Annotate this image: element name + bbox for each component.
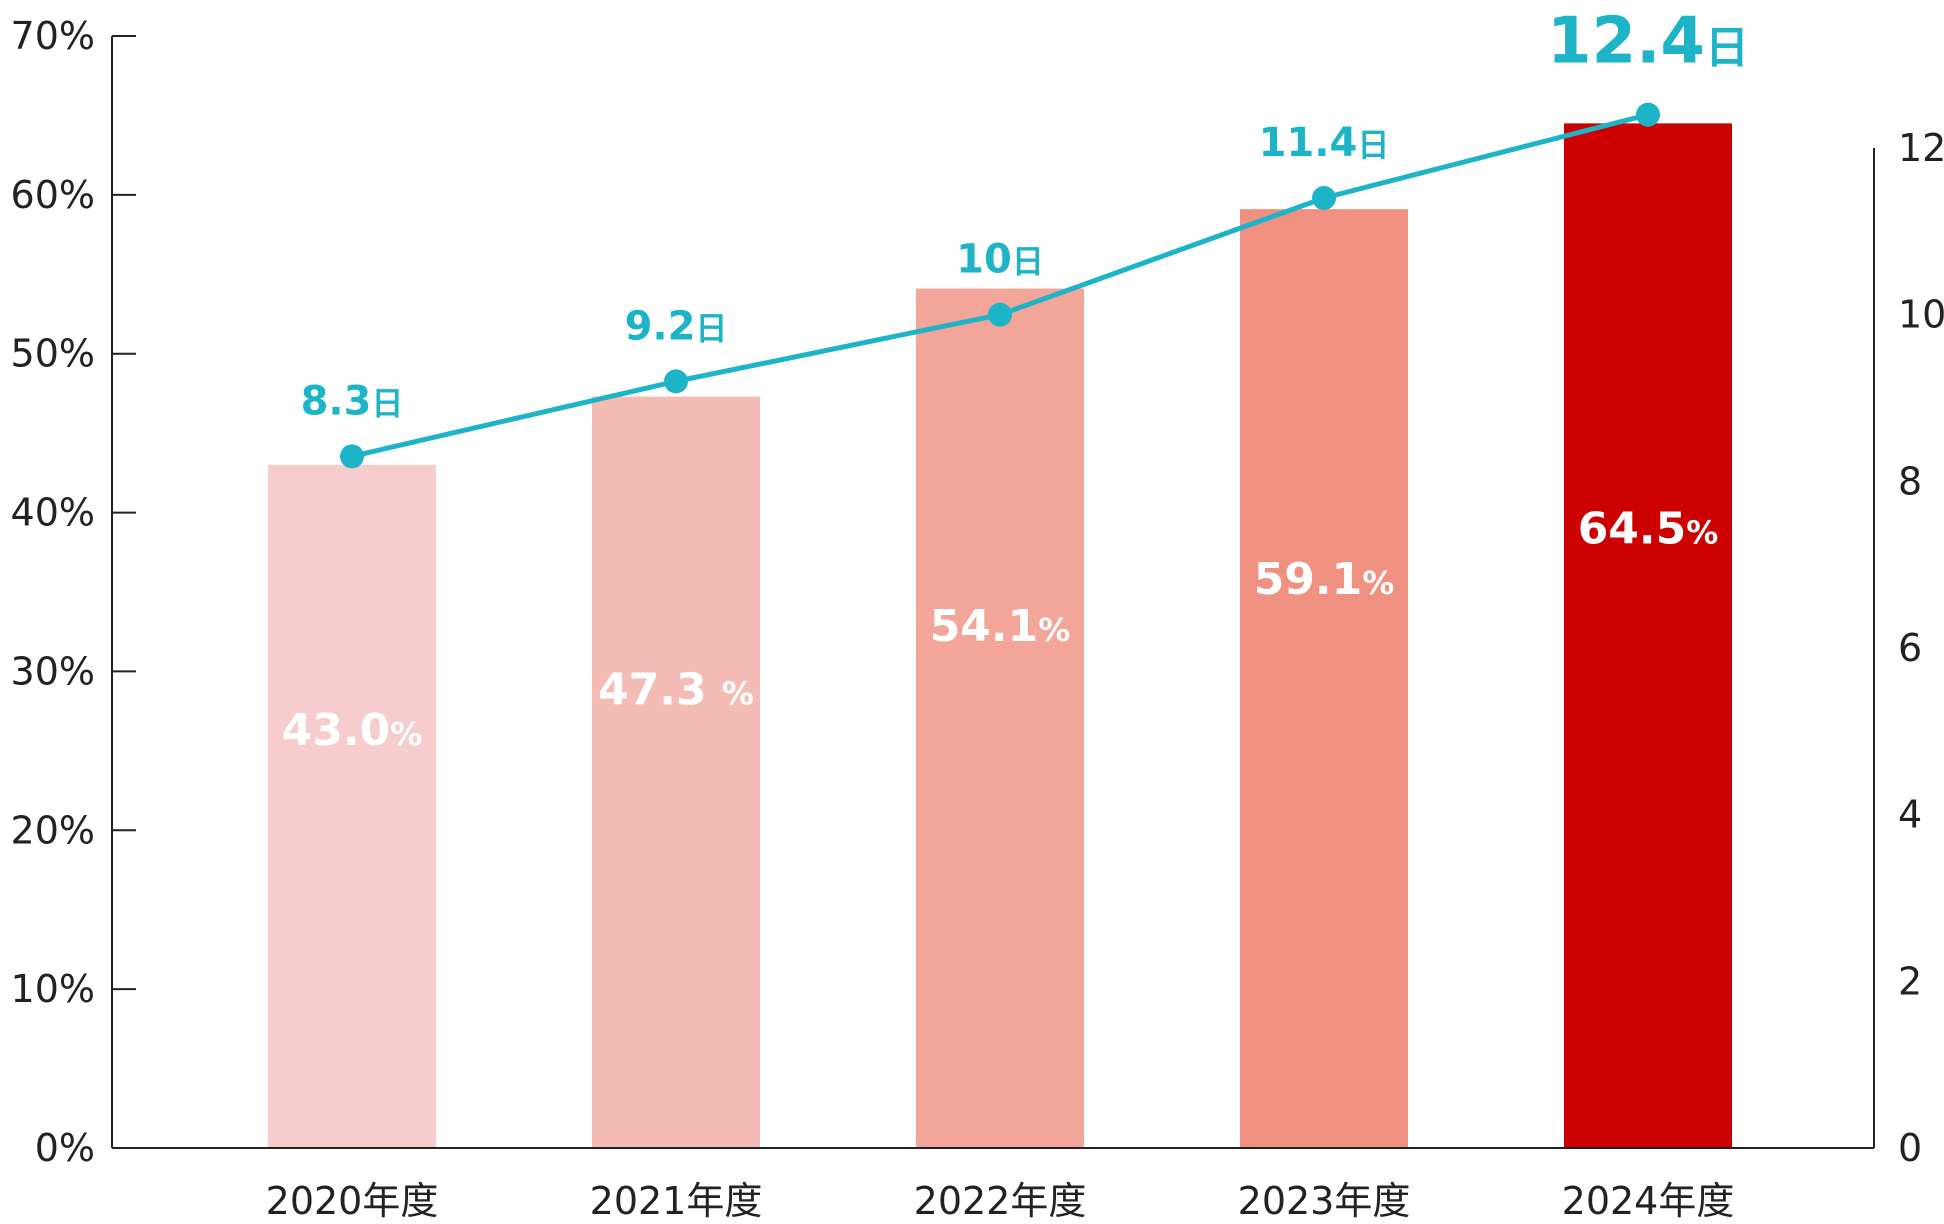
bar-value-number: 54.1	[930, 601, 1039, 652]
line-point	[340, 444, 364, 469]
line-value-number: 8.3	[301, 378, 372, 424]
bar	[1240, 209, 1408, 1148]
line-value-number: 10	[956, 237, 1012, 283]
right-axis-tick-label: 4	[1898, 793, 1922, 837]
line-value-number: 11.4	[1259, 120, 1358, 166]
left-axis: 0% 10% 20% 30% 40% 50% 60% 70%	[11, 14, 136, 1170]
line-value-label: 11.4日	[1259, 120, 1390, 166]
bar-value-number: 43.0	[282, 705, 391, 756]
x-axis-category-label: 2023年度	[1238, 1179, 1411, 1223]
bar-value-unit: %	[722, 675, 754, 713]
line-point	[1312, 186, 1336, 210]
bar-value-unit: %	[1686, 513, 1718, 551]
line-point	[1636, 102, 1660, 127]
line-value-unit: 日	[1357, 126, 1389, 164]
right-axis-tick-label: 10	[1898, 293, 1944, 337]
right-axis: 0 2 4 6 8 10 12	[1873, 126, 1944, 1170]
bar-value-unit: %	[1362, 564, 1394, 602]
x-axis-category-label: 2022年度	[914, 1179, 1087, 1223]
x-axis-category-label: 2021年度	[590, 1179, 763, 1223]
left-axis-tick-label: 50%	[11, 332, 95, 376]
left-axis-tick-label: 60%	[11, 173, 95, 217]
x-axis-category-label: 2020年度	[266, 1179, 439, 1223]
bar-value-label: 54.1%	[930, 601, 1071, 652]
line-value-label: 12.4日	[1547, 5, 1749, 79]
line-value-label: 10日	[956, 237, 1044, 283]
x-axis-category-label: 2024年度	[1562, 1179, 1735, 1223]
left-axis-tick-label: 70%	[11, 14, 95, 58]
right-axis-tick-label: 0	[1898, 1126, 1922, 1170]
left-axis-tick-label: 30%	[11, 649, 95, 693]
line-value-unit: 日	[695, 309, 727, 347]
left-axis-tick-label: 20%	[11, 808, 95, 852]
bar-value-label: 43.0%	[282, 705, 423, 756]
line-value-unit: 日	[1705, 23, 1749, 74]
bar-value-number: 59.1	[1254, 554, 1363, 605]
left-axis-tick-label: 40%	[11, 491, 95, 535]
bar-value-label: 59.1%	[1254, 554, 1395, 605]
bar-value-number: 47.3	[598, 665, 722, 716]
line-value-number: 12.4	[1547, 5, 1705, 79]
bar	[916, 288, 1084, 1148]
left-axis-tick-label: 0%	[35, 1126, 95, 1170]
bar	[268, 464, 436, 1148]
line-value-unit: 日	[1012, 243, 1044, 281]
line-value-label: 8.3日	[301, 378, 404, 424]
right-axis-tick-label: 8	[1898, 459, 1922, 503]
bar-value-unit: %	[1038, 611, 1070, 649]
bar	[1564, 123, 1732, 1148]
line-value-label: 9.2日	[625, 303, 728, 349]
bar-value-unit: %	[390, 715, 422, 753]
bar-value-number: 64.5	[1578, 503, 1687, 554]
bar	[592, 396, 760, 1148]
bar-value-label: 47.3 %	[598, 665, 754, 716]
line-point	[664, 369, 688, 394]
line-value-number: 9.2	[625, 303, 696, 349]
bar-series: 43.0%47.3 %54.1%59.1%64.5%	[268, 123, 1732, 1148]
right-axis-tick-label: 12	[1898, 126, 1944, 170]
line-point	[988, 302, 1012, 327]
right-axis-tick-label: 6	[1898, 626, 1922, 670]
line-value-unit: 日	[371, 384, 403, 422]
bar-value-label: 64.5%	[1578, 503, 1719, 554]
x-axis: 2020年度 2021年度 2022年度 2023年度 2024年度	[112, 1147, 1874, 1223]
left-axis-tick-label: 10%	[11, 967, 95, 1011]
right-axis-tick-label: 2	[1898, 959, 1922, 1003]
